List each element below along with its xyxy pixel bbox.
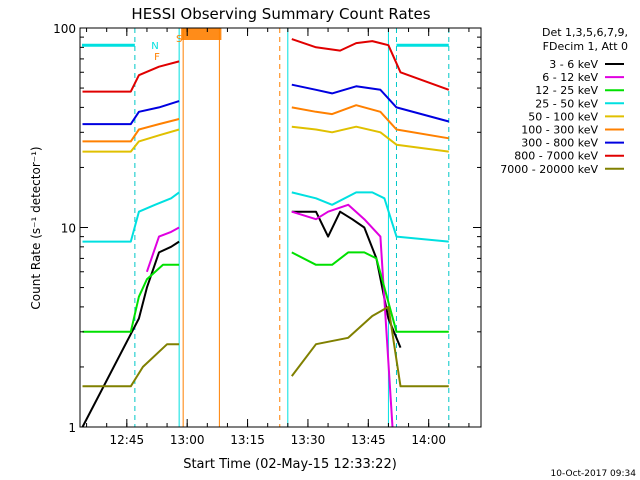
x-axis-label: Start Time (02-May-15 12:33:22) bbox=[183, 457, 397, 472]
legend-label: 12 - 25 keV bbox=[535, 84, 598, 97]
legend-label: 50 - 100 keV bbox=[528, 110, 598, 123]
x-tick-label: 13:30 bbox=[291, 433, 326, 447]
series-line-3 bbox=[82, 191, 449, 243]
marker-s: S bbox=[176, 34, 182, 45]
x-tick-label: 14:00 bbox=[411, 433, 446, 447]
series-line-6 bbox=[82, 83, 450, 126]
series-line-5 bbox=[82, 104, 449, 143]
x-tick-label: 13:15 bbox=[230, 433, 265, 447]
saa-band bbox=[181, 28, 222, 40]
legend: Det 1,3,5,6,7,9,FDecim 1, Att 0 3 - 6 keV… bbox=[500, 26, 628, 176]
series-lines bbox=[81, 38, 450, 428]
series-line-8 bbox=[82, 305, 449, 388]
legend-label: 100 - 300 keV bbox=[521, 124, 598, 137]
x-tick-label: 12:45 bbox=[110, 433, 145, 447]
y-axis-label: Count Rate (s⁻¹ detector⁻¹) bbox=[29, 146, 43, 309]
legend-label: 3 - 6 keV bbox=[549, 58, 598, 71]
chart-title: HESSI Observing Summary Count Rates bbox=[131, 5, 430, 23]
state-markers: NF S bbox=[82, 34, 449, 63]
series-line-2 bbox=[82, 251, 449, 333]
series-line-7 bbox=[82, 38, 450, 93]
legend-header: Det 1,3,5,6,7,9, bbox=[542, 26, 628, 39]
legend-header: FDecim 1, Att 0 bbox=[543, 40, 628, 53]
series-line-0 bbox=[81, 210, 402, 428]
marker-n: N bbox=[151, 41, 158, 52]
legend-label: 7000 - 20000 keV bbox=[500, 163, 598, 176]
state-bands bbox=[181, 28, 222, 40]
legend-label: 800 - 7000 keV bbox=[514, 150, 598, 163]
state-lines bbox=[134, 28, 450, 427]
x-tick-label: 13:00 bbox=[170, 433, 205, 447]
legend-label: 300 - 800 keV bbox=[521, 137, 598, 150]
legend-label: 25 - 50 keV bbox=[535, 97, 598, 110]
y-tick-label: 100 bbox=[53, 22, 76, 36]
y-tick-label: 1 bbox=[68, 421, 76, 435]
marker-f: F bbox=[154, 52, 160, 63]
axis-ticks: 12:45 13:00 13:15 13:30 13:45 14:00 1 10 100 bbox=[53, 22, 481, 447]
series-line-4 bbox=[82, 125, 449, 153]
y-tick-label: 10 bbox=[61, 222, 76, 236]
plot-frame bbox=[79, 27, 482, 428]
plot-axes bbox=[79, 27, 482, 428]
series-line-1 bbox=[145, 203, 394, 428]
legend-label: 6 - 12 keV bbox=[542, 71, 598, 84]
x-tick-label: 13:45 bbox=[351, 433, 386, 447]
footer-timestamp: 10-Oct-2017 09:34 bbox=[551, 469, 637, 479]
